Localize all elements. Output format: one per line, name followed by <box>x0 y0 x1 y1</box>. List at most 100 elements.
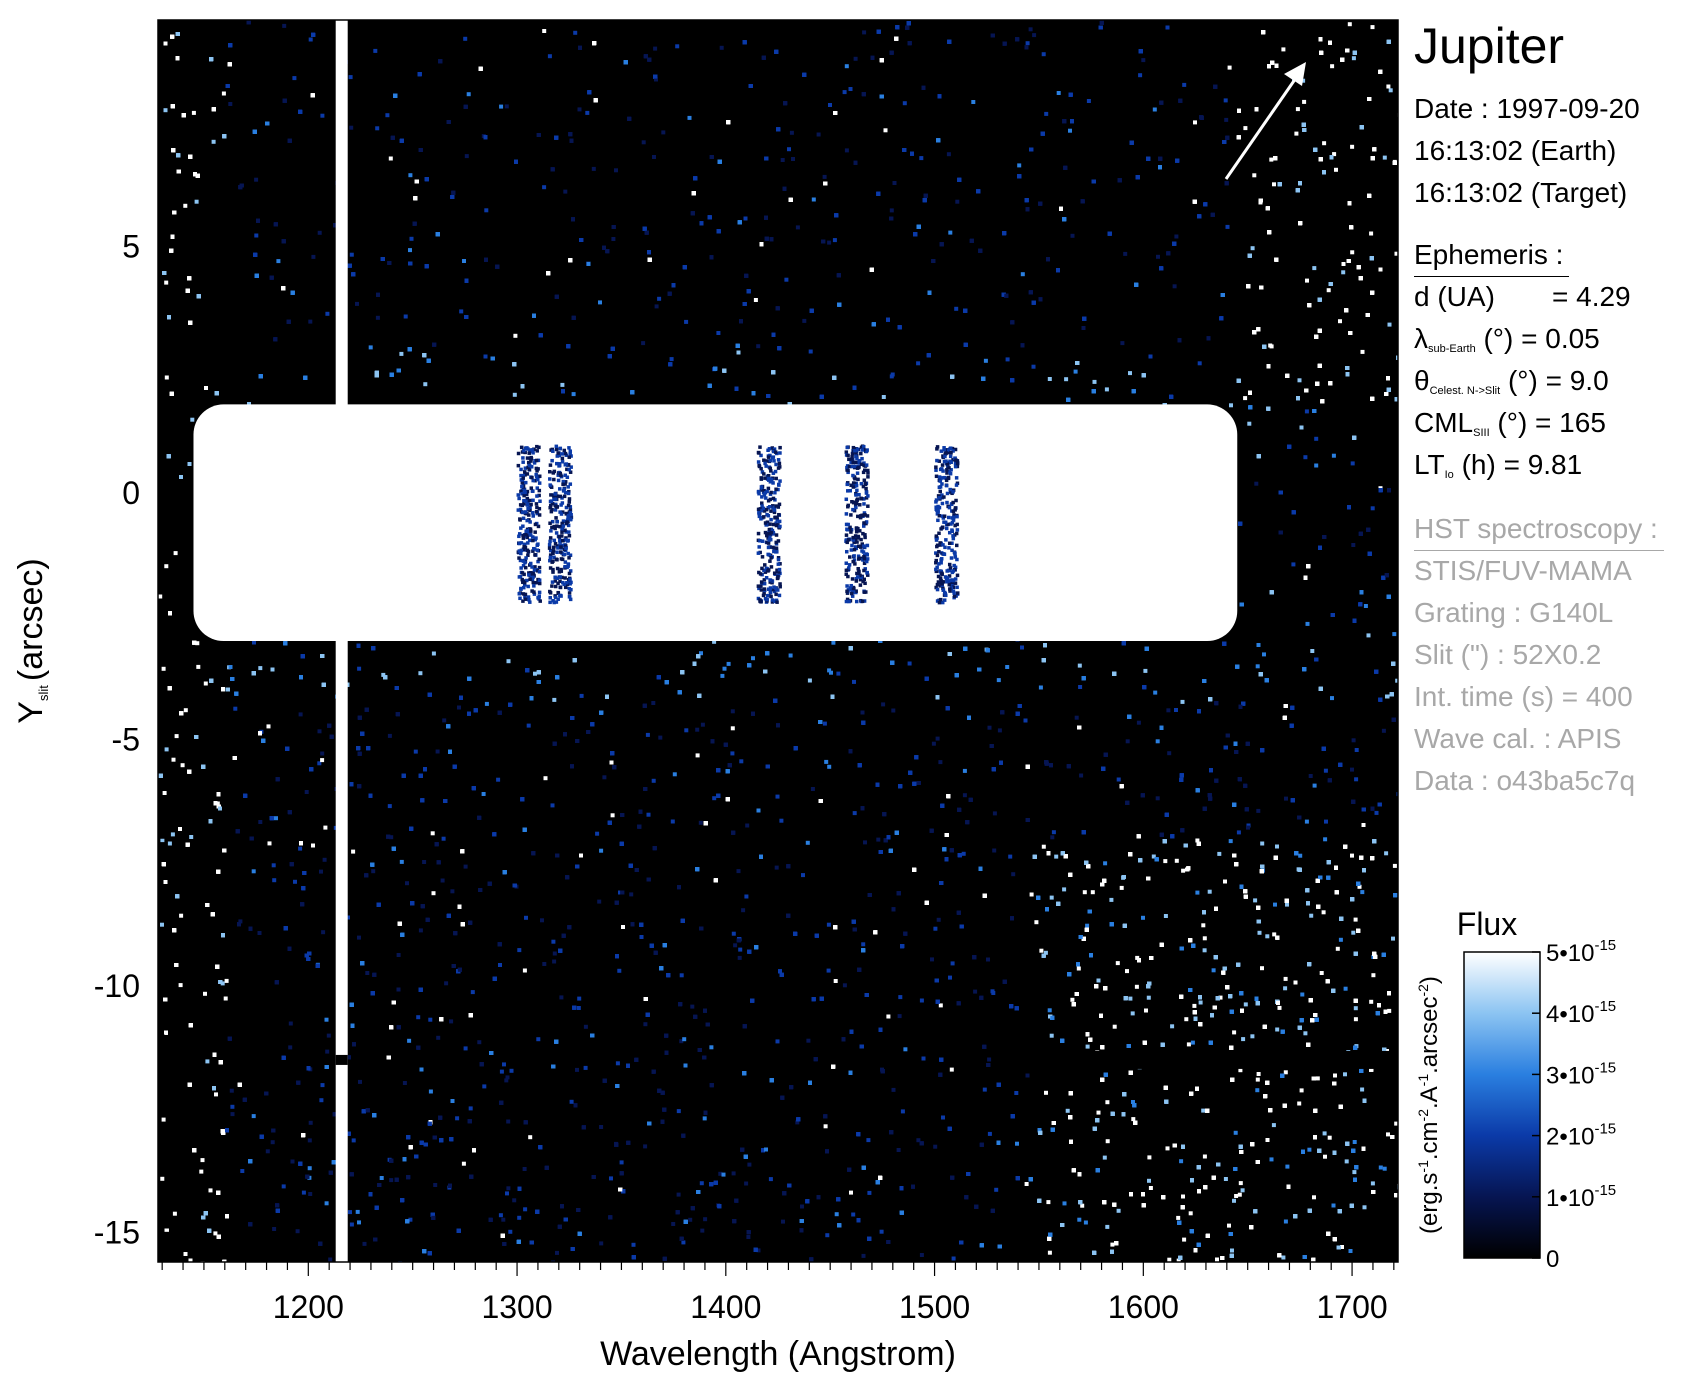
band-feature-pixel <box>525 496 530 501</box>
band-feature-pixel <box>563 538 568 542</box>
band-feature-pixel <box>521 524 525 528</box>
band-feature-pixel <box>524 492 529 496</box>
band-feature-pixel <box>771 481 775 485</box>
band-feature-pixel <box>527 451 531 455</box>
band-feature-pixel <box>955 481 960 486</box>
band-feature-pixel <box>759 488 764 492</box>
band-feature-pixel <box>526 465 530 470</box>
band-feature-pixel <box>563 480 568 484</box>
band-feature-pixel <box>766 545 771 550</box>
band-feature-pixel <box>756 531 761 536</box>
band-feature-pixel <box>564 462 569 466</box>
band-feature-pixel <box>769 530 774 535</box>
band-feature-pixel <box>846 489 850 493</box>
data-id: Data : o43ba5c7q <box>1414 760 1664 802</box>
band-feature-pixel <box>862 524 866 528</box>
band-feature-pixel <box>849 460 853 465</box>
band-feature-pixel <box>861 470 866 475</box>
band-feature-pixel <box>854 483 859 488</box>
band-feature-pixel <box>526 595 531 599</box>
band-feature-pixel <box>763 563 767 567</box>
band-feature-pixel <box>770 528 775 533</box>
band-feature-pixel <box>549 509 554 514</box>
band-feature-pixel <box>525 578 529 583</box>
band-feature-pixel <box>537 590 542 595</box>
band-feature-pixel <box>567 586 572 591</box>
band-feature-pixel <box>568 577 572 582</box>
band-feature-pixel <box>566 538 570 543</box>
band-feature-pixel <box>771 522 776 527</box>
band-feature-pixel <box>853 503 858 508</box>
band-feature-pixel <box>859 481 864 486</box>
dark-row <box>1018 1050 1398 1069</box>
band-feature-pixel <box>948 587 952 591</box>
band-feature-pixel <box>548 595 552 600</box>
band-feature-pixel <box>522 545 526 549</box>
band-feature-pixel <box>771 587 776 592</box>
band-feature-pixel <box>525 456 530 460</box>
band-feature-pixel <box>555 461 559 466</box>
band-feature-pixel <box>935 582 940 587</box>
y-tick-label: 5 <box>122 229 140 265</box>
band-feature-pixel <box>534 502 539 506</box>
band-feature-pixel <box>560 521 564 526</box>
band-feature-pixel <box>776 505 781 509</box>
band-feature-pixel <box>935 445 940 449</box>
band-feature-pixel <box>560 460 565 464</box>
band-feature-pixel <box>948 459 952 464</box>
band-feature-pixel <box>944 478 949 483</box>
band-feature-pixel <box>940 514 945 518</box>
band-feature-pixel <box>775 569 780 574</box>
band-feature-pixel <box>935 599 940 603</box>
band-feature-pixel <box>554 504 558 508</box>
integration-time: Int. time (s) = 400 <box>1414 676 1664 718</box>
band-feature-pixel <box>776 458 781 462</box>
band-feature-pixel <box>952 591 956 595</box>
band-feature-pixel <box>850 464 855 469</box>
band-feature-pixel <box>548 536 553 540</box>
band-feature-pixel <box>561 479 566 484</box>
band-feature-pixel <box>557 535 561 539</box>
band-feature-pixel <box>942 514 947 518</box>
band-feature-pixel <box>521 592 526 596</box>
band-feature-pixel <box>559 550 563 554</box>
band-feature-pixel <box>518 507 523 512</box>
band-feature-pixel <box>563 451 568 456</box>
band-feature-pixel <box>536 524 541 529</box>
band-feature-pixel <box>858 503 862 507</box>
band-feature-pixel <box>518 558 523 563</box>
band-feature-pixel <box>516 451 521 456</box>
band-feature-pixel <box>768 532 773 537</box>
band-feature-pixel <box>762 488 766 493</box>
band-feature-pixel <box>521 510 525 514</box>
band-feature-pixel <box>563 585 568 590</box>
band-feature-pixel <box>766 473 771 478</box>
band-feature-pixel <box>519 445 524 450</box>
band-feature-pixel <box>947 541 952 546</box>
band-feature-pixel <box>560 501 565 505</box>
band-feature-pixel <box>558 585 563 590</box>
band-feature-pixel <box>948 589 952 593</box>
band-feature-pixel <box>533 565 537 569</box>
band-feature-pixel <box>947 469 952 474</box>
band-feature-pixel <box>864 486 868 491</box>
band-feature-pixel <box>537 445 541 450</box>
band-feature-pixel <box>526 447 530 451</box>
band-feature-pixel <box>555 454 560 458</box>
band-feature-pixel <box>756 460 761 464</box>
band-feature-pixel <box>521 476 525 480</box>
band-feature-pixel <box>938 584 943 588</box>
band-feature-pixel <box>952 550 957 555</box>
band-feature-pixel <box>536 477 540 482</box>
band-feature-pixel <box>556 478 561 483</box>
band-feature-pixel <box>566 462 571 467</box>
lambda-row: λsub-Earth (°) = 0.05 <box>1414 318 1664 360</box>
band-feature-pixel <box>759 453 763 458</box>
band-feature-pixel <box>939 449 944 453</box>
band-feature-pixel <box>766 541 771 545</box>
band-feature-pixel <box>857 556 862 561</box>
band-feature-pixel <box>547 469 552 474</box>
line-gap <box>335 1054 348 1065</box>
band-feature-pixel <box>862 521 866 525</box>
band-feature-pixel <box>952 563 956 568</box>
